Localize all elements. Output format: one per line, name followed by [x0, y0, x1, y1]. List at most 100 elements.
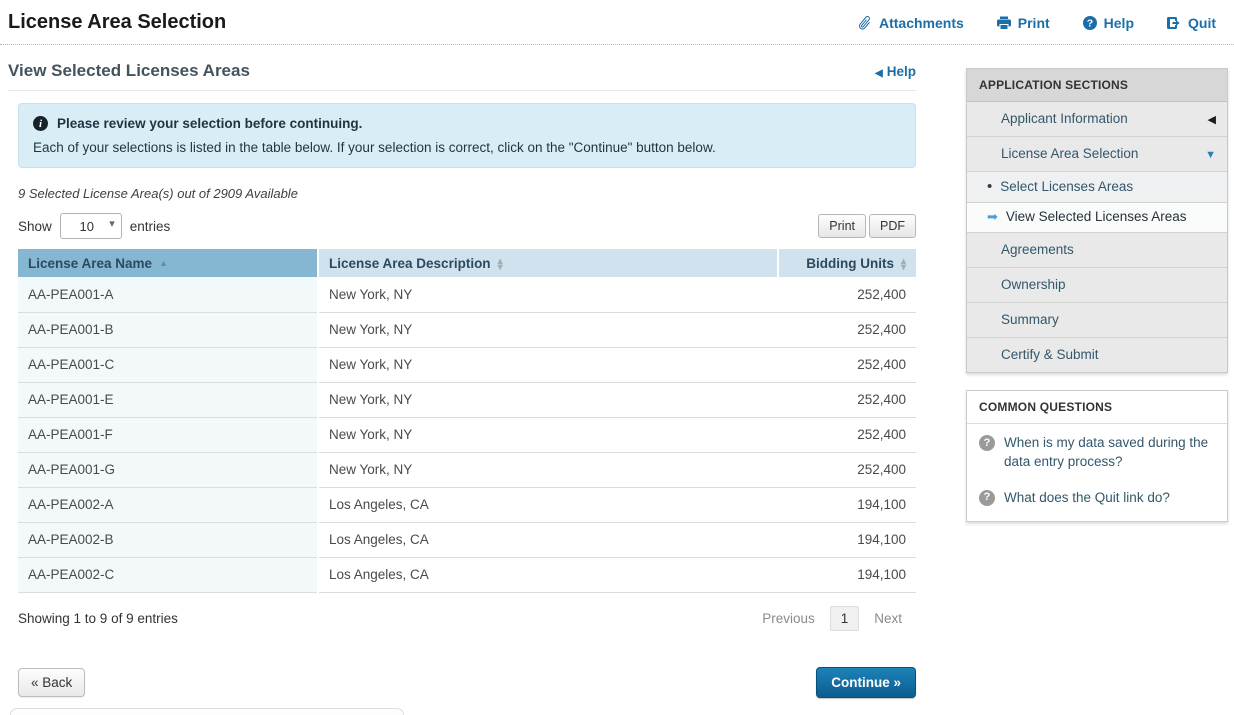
column-header-bidding-units[interactable]: Bidding Units [778, 249, 916, 277]
page-size-select[interactable]: 10 [59, 213, 122, 239]
table-row: AA-PEA002-C Los Angeles, CA 194,100 [18, 557, 916, 593]
license-area-description-cell: New York, NY [318, 347, 778, 383]
info-alert: i Please review your selection before co… [18, 103, 916, 168]
selection-summary: 9 Selected License Area(s) out of 2909 A… [18, 186, 298, 201]
sort-asc-icon [152, 256, 168, 271]
question-mark-icon [979, 435, 995, 452]
common-question-text: When is my data saved during the data en… [1004, 435, 1209, 469]
nav-item-expand-icon [1205, 146, 1216, 162]
section-help-link[interactable]: Help [875, 64, 916, 79]
sidebar-nav-item[interactable]: Certify & Submit [967, 338, 1227, 373]
sidebar-nav-item[interactable]: View Selected Licenses Areas [967, 203, 1227, 233]
show-label: Show [18, 218, 52, 234]
showing-entries-text: Showing 1 to 9 of 9 entries [18, 610, 178, 626]
license-area-name-cell: AA-PEA001-G [18, 452, 319, 488]
license-area-description-cell: New York, NY [318, 277, 778, 313]
nav-item-expand-icon [1208, 111, 1216, 127]
common-questions-panel: COMMON QUESTIONS When is my data saved d… [966, 390, 1228, 522]
bidding-units-cell: 252,400 [778, 347, 916, 383]
table-row: AA-PEA002-A Los Angeles, CA 194,100 [18, 487, 916, 523]
top-bar: License Area Selection Attachments Print… [0, 0, 1234, 45]
top-links: Attachments Print ? Help Quit [857, 15, 1216, 31]
bidding-units-cell: 194,100 [778, 557, 916, 593]
table-row: AA-PEA001-F New York, NY 252,400 [18, 417, 916, 453]
license-area-description-cell: New York, NY [318, 417, 778, 453]
sort-both-icon [498, 259, 503, 271]
bidding-units-cell: 194,100 [778, 487, 916, 523]
table-row: AA-PEA001-E New York, NY 252,400 [18, 382, 916, 418]
table-row: AA-PEA001-B New York, NY 252,400 [18, 312, 916, 348]
sidebar-nav-item[interactable]: Select Licenses Areas [967, 172, 1227, 204]
export-button[interactable]: PDF [869, 214, 916, 238]
license-area-name-cell: AA-PEA001-C [18, 347, 319, 383]
application-sections-header: APPLICATION SECTIONS [967, 69, 1227, 102]
svg-text:?: ? [1086, 17, 1092, 29]
quit-link[interactable]: Quit [1166, 15, 1216, 31]
nav-item-state-icon [987, 209, 998, 225]
license-area-name-cell: AA-PEA001-A [18, 277, 319, 313]
print-link[interactable]: Print [996, 15, 1050, 31]
license-area-description-cell: New York, NY [318, 452, 778, 488]
license-area-description-cell: Los Angeles, CA [318, 522, 778, 558]
main-content: View Selected Licenses Areas Help i Plea… [8, 45, 916, 715]
license-area-name-cell: AA-PEA001-F [18, 417, 319, 453]
app-title: License Area Selection [8, 11, 227, 33]
column-label: Bidding Units [806, 255, 894, 271]
export-buttons: Print PDF [818, 214, 916, 238]
nav-item-state-icon [987, 178, 992, 196]
common-question-link[interactable]: When is my data saved during the data en… [967, 424, 1227, 478]
print-label: Print [1017, 14, 1050, 31]
sidebar-nav-item[interactable]: Applicant Information [967, 102, 1227, 138]
license-area-name-cell: AA-PEA002-A [18, 487, 319, 523]
sidebar-nav-item[interactable]: Summary [967, 302, 1227, 339]
license-area-description-cell: New York, NY [318, 312, 778, 348]
quit-label: Quit [1188, 14, 1216, 31]
bidding-units-cell: 194,100 [778, 522, 916, 558]
help-circle-icon: ? [1082, 15, 1098, 31]
table-row: AA-PEA001-C New York, NY 252,400 [18, 347, 916, 383]
printer-icon [996, 15, 1012, 31]
nav-item-label: Summary [1001, 311, 1059, 327]
license-area-description-cell: Los Angeles, CA [318, 557, 778, 593]
license-area-name-cell: AA-PEA001-B [18, 312, 319, 348]
export-button[interactable]: Print [818, 214, 866, 238]
page-title: View Selected Licenses Areas [8, 61, 250, 80]
pagination: Previous 1 Next [762, 605, 902, 631]
bidding-units-cell: 252,400 [778, 277, 916, 313]
attachments-label: Attachments [878, 14, 964, 31]
alert-body: Each of your selections is listed in the… [33, 140, 716, 155]
table-row: AA-PEA002-B Los Angeles, CA 194,100 [18, 522, 916, 558]
caret-left-icon [875, 64, 883, 79]
license-area-description-cell: Los Angeles, CA [318, 487, 778, 523]
attachments-link[interactable]: Attachments [857, 15, 964, 31]
quit-icon [1166, 15, 1182, 31]
pagination-page-1[interactable]: 1 [829, 605, 860, 631]
back-button[interactable]: « Back [18, 667, 86, 697]
pagination-next[interactable]: Next [874, 610, 902, 626]
sidebar: APPLICATION SECTIONS Applicant Informati… [966, 68, 1228, 715]
column-header-license-area-name[interactable]: License Area Name [18, 249, 319, 277]
section-help-label: Help [886, 63, 916, 79]
license-area-name-cell: AA-PEA002-B [18, 522, 319, 558]
selected-licenses-table: License Area Name License Area Descripti… [18, 249, 916, 593]
bidding-units-cell: 252,400 [778, 452, 916, 488]
license-area-description-cell: New York, NY [318, 382, 778, 418]
nav-item-label: Agreements [1001, 241, 1074, 257]
entries-label: entries [129, 218, 171, 234]
application-sections-panel: APPLICATION SECTIONS Applicant Informati… [966, 68, 1228, 374]
column-header-license-area-description[interactable]: License Area Description [318, 249, 779, 277]
sidebar-nav-item[interactable]: License Area Selection [967, 137, 1227, 173]
bottom-panel-edge [10, 707, 404, 715]
sidebar-nav-item[interactable]: Agreements [967, 232, 1227, 268]
bidding-units-cell: 252,400 [778, 382, 916, 418]
sidebar-nav-item[interactable]: Ownership [967, 267, 1227, 303]
bidding-units-cell: 252,400 [778, 417, 916, 453]
common-question-link[interactable]: What does the Quit link do? [967, 479, 1227, 521]
info-icon: i [33, 116, 48, 131]
pagination-previous[interactable]: Previous [762, 610, 815, 626]
common-questions-header: COMMON QUESTIONS [967, 391, 1227, 425]
bidding-units-cell: 252,400 [778, 312, 916, 348]
table-row: AA-PEA001-A New York, NY 252,400 [18, 277, 916, 313]
help-top-link[interactable]: ? Help [1082, 15, 1134, 31]
continue-button[interactable]: Continue » [816, 666, 916, 698]
